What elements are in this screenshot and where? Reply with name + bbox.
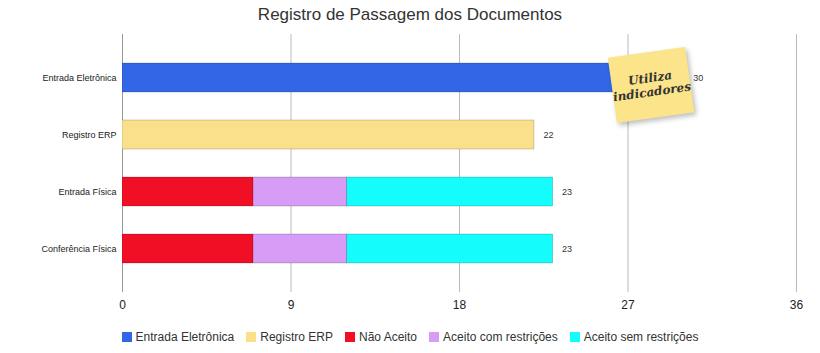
svg-text:36: 36	[790, 298, 804, 312]
svg-text:23: 23	[562, 187, 572, 197]
svg-text:Conferência Física: Conferência Física	[41, 244, 116, 254]
svg-text:22: 22	[543, 130, 553, 140]
svg-text:18: 18	[453, 298, 467, 312]
html-text:Registro ERP: Registro ERP	[260, 329, 333, 344]
svg-text:Entrada Física: Entrada Física	[58, 187, 116, 197]
svg-text:0: 0	[119, 298, 126, 312]
svg-text:30: 30	[693, 73, 703, 83]
svg-text:Entrada Eletrônica: Entrada Eletrônica	[42, 73, 116, 83]
svg-text:9: 9	[288, 298, 295, 312]
svg-text:Registro ERP: Registro ERP	[62, 130, 117, 140]
html-text:Aceito sem restrições: Aceito sem restrições	[583, 329, 699, 344]
html-text:Não Aceito: Não Aceito	[359, 329, 417, 344]
svg-text:23: 23	[562, 244, 572, 254]
html-text:Registro de Passagem dos Docum: Registro de Passagem dos Documentos	[257, 5, 563, 24]
html-text:Entrada Eletrônica: Entrada Eletrônica	[135, 329, 235, 344]
html-text:Utiliza indicadores: Utiliza indicadores	[612, 68, 692, 105]
svg-text:27: 27	[621, 298, 635, 312]
html-text:Aceito com restrições: Aceito com restrições	[443, 329, 558, 344]
